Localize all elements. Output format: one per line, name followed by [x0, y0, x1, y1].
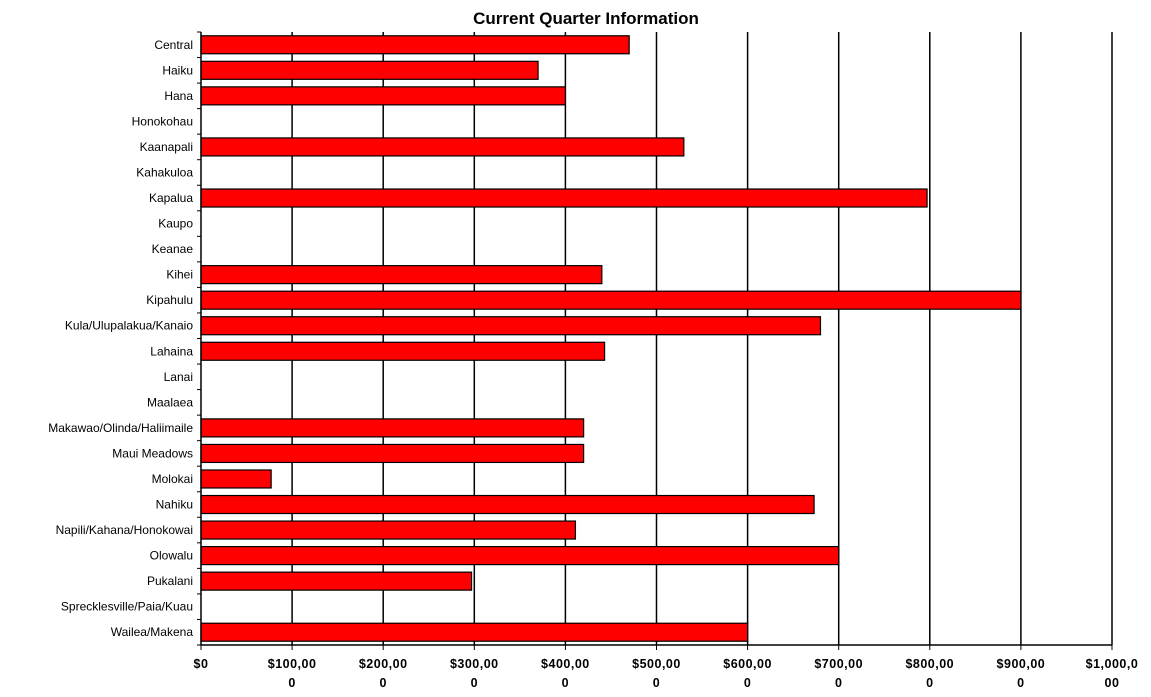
- bar: [200, 520, 577, 540]
- bar: [200, 622, 749, 642]
- category-label: Wailea/Makena: [111, 625, 194, 639]
- bar: [200, 418, 585, 438]
- bar: [200, 494, 815, 515]
- category-label: Sprecklesville/Paia/Kuau: [61, 600, 193, 614]
- x-tick-label: 0: [835, 676, 842, 690]
- category-label: Haiku: [162, 63, 193, 77]
- bars: [200, 35, 1022, 642]
- chart-title: Current Quarter Information: [473, 9, 699, 28]
- category-label: Molokai: [152, 472, 193, 486]
- category-label: Honokohau: [132, 114, 193, 128]
- category-label: Lahaina: [150, 344, 193, 358]
- category-labels: Central Haiku Hana Honokohau Kaanapali Kahaku…: [48, 38, 193, 639]
- x-tick-label: $900,00: [997, 657, 1046, 671]
- category-label: Maalaea: [147, 395, 193, 409]
- x-tick-labels: $0 $100,00 0 $200,00 0 $300,00 0 $400,00 0 $500,0…: [194, 657, 1139, 690]
- x-tick-label: 0: [471, 676, 478, 690]
- x-tick-label: $500,00: [632, 657, 681, 671]
- bar: [200, 316, 822, 336]
- category-label: Pukalani: [147, 574, 193, 588]
- x-tick-label: $100,00: [268, 657, 317, 671]
- bar: [200, 265, 603, 285]
- category-label: Napili/Kahana/Honokowai: [56, 523, 193, 537]
- category-label: Lanai: [164, 370, 193, 384]
- axes: [197, 31, 1113, 650]
- x-tick-label: 00: [1105, 676, 1120, 690]
- x-tick-label: $200,00: [359, 657, 408, 671]
- x-tick-label: 0: [653, 676, 660, 690]
- x-tick-label: $700,00: [814, 657, 863, 671]
- bar: [200, 571, 473, 591]
- category-label: Keanae: [152, 242, 194, 256]
- bar: [200, 290, 1022, 310]
- x-tick-label: $1,000,0: [1086, 657, 1139, 671]
- x-tick-label: 0: [379, 676, 386, 690]
- category-label: Nahiku: [156, 498, 193, 512]
- x-tick-label: $800,00: [905, 657, 954, 671]
- category-label: Maui Meadows: [112, 446, 193, 460]
- category-label: Kaupo: [158, 217, 193, 231]
- bar: [200, 188, 928, 208]
- bar: [200, 546, 840, 566]
- bar: [200, 137, 685, 157]
- x-tick-label: 0: [288, 676, 295, 690]
- bar: [200, 469, 272, 489]
- category-label: Kaanapali: [140, 140, 193, 154]
- category-label: Olowalu: [150, 549, 193, 563]
- category-label: Kahakuloa: [136, 165, 193, 179]
- bar: [200, 86, 566, 106]
- bar: [200, 341, 606, 361]
- x-tick-label: 0: [926, 676, 933, 690]
- x-tick-label: 0: [562, 676, 569, 690]
- bar: [200, 60, 539, 80]
- category-label: Hana: [164, 89, 193, 103]
- x-tick-label: $400,00: [541, 657, 590, 671]
- bar: [200, 35, 630, 55]
- category-label: Kihei: [166, 268, 193, 282]
- x-tick-label: $600,00: [723, 657, 772, 671]
- x-tick-label: $300,00: [450, 657, 499, 671]
- x-tick-label: $0: [194, 657, 209, 671]
- category-label: Kapalua: [149, 191, 193, 205]
- x-tick-label: 0: [744, 676, 751, 690]
- bar: [200, 443, 585, 464]
- category-label: Central: [154, 38, 193, 52]
- category-label: Kipahulu: [146, 293, 193, 307]
- x-tick-label: 0: [1017, 676, 1024, 690]
- category-label: Makawao/Olinda/Haliimaile: [48, 421, 193, 435]
- gridlines: [291, 32, 1113, 645]
- category-label: Kula/Ulupalakua/Kanaio: [65, 319, 193, 333]
